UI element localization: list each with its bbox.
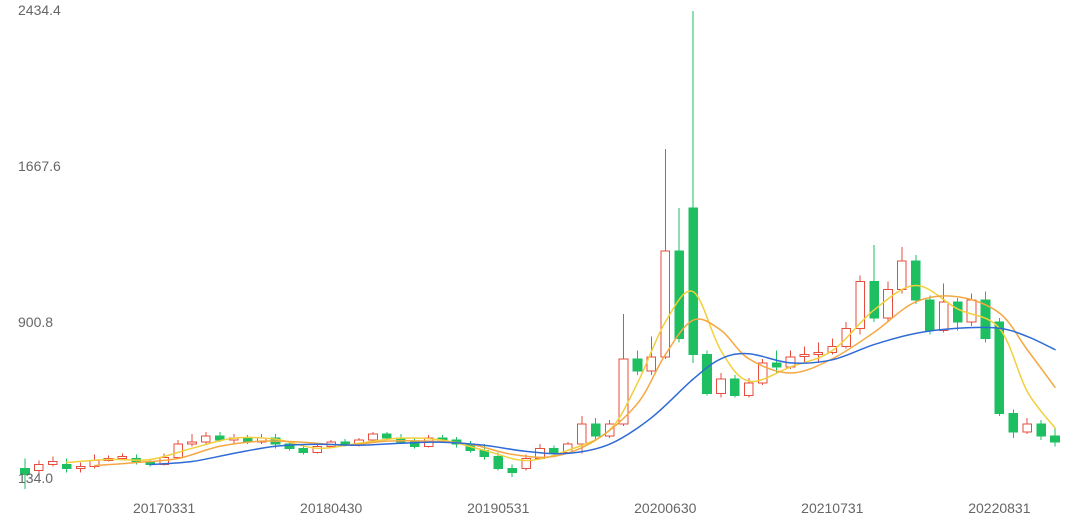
candle-down	[299, 448, 308, 452]
x-axis-tick-label: 20220831	[968, 500, 1030, 514]
candle-down	[494, 456, 503, 468]
candle-down	[550, 448, 559, 452]
candle-up	[313, 446, 322, 452]
y-axis-tick-label: 134.0	[18, 470, 53, 486]
candle-up	[369, 434, 378, 440]
candle-up	[202, 436, 211, 442]
x-axis-tick-label: 20190531	[467, 500, 529, 514]
candle-up	[661, 251, 670, 357]
candle-down	[633, 359, 642, 371]
candle-up	[188, 442, 197, 444]
candle-up	[717, 379, 726, 393]
x-axis-tick-label: 20200630	[634, 500, 696, 514]
x-axis-tick-label: 20170331	[133, 500, 195, 514]
candle-up	[884, 290, 893, 318]
candle-down	[508, 469, 517, 473]
y-axis-tick-label: 1667.6	[18, 158, 61, 174]
candle-up	[76, 467, 85, 469]
y-axis-tick-label: 2434.4	[18, 2, 61, 18]
candle-down	[591, 424, 600, 436]
candle-up	[967, 300, 976, 322]
ma-short	[67, 286, 1055, 463]
candle-down	[1009, 414, 1018, 432]
candle-up	[118, 456, 127, 458]
candlestick-chart: 134.0 900.8 1667.6 2434.4 20170331 20180430 20…	[0, 0, 1080, 514]
ma-mid	[95, 296, 1055, 466]
candle-down	[341, 442, 350, 444]
candle-down	[912, 261, 921, 300]
candle-down	[1037, 424, 1046, 436]
candle-down	[731, 379, 740, 395]
candle-up	[48, 462, 57, 465]
candle-down	[689, 208, 698, 354]
candle-down	[703, 355, 712, 394]
candle-up	[939, 302, 948, 330]
x-axis-tick-label: 20210731	[801, 500, 863, 514]
candle-up	[898, 261, 907, 289]
candle-down	[925, 300, 934, 331]
candle-up	[577, 424, 586, 444]
candle-up	[800, 355, 809, 357]
candle-down	[953, 302, 962, 322]
candle-up	[1023, 424, 1032, 432]
candle-down	[772, 363, 781, 367]
candle-up	[814, 353, 823, 355]
candle-down	[383, 434, 392, 438]
candle-up	[619, 359, 628, 424]
chart-svg	[0, 0, 1080, 514]
candle-up	[856, 281, 865, 328]
candle-up	[744, 383, 753, 395]
candle-down	[1051, 436, 1060, 442]
candle-down	[62, 465, 71, 469]
candle-down	[995, 322, 1004, 414]
x-axis-tick-label: 20180430	[300, 500, 362, 514]
y-axis-tick-label: 900.8	[18, 314, 53, 330]
